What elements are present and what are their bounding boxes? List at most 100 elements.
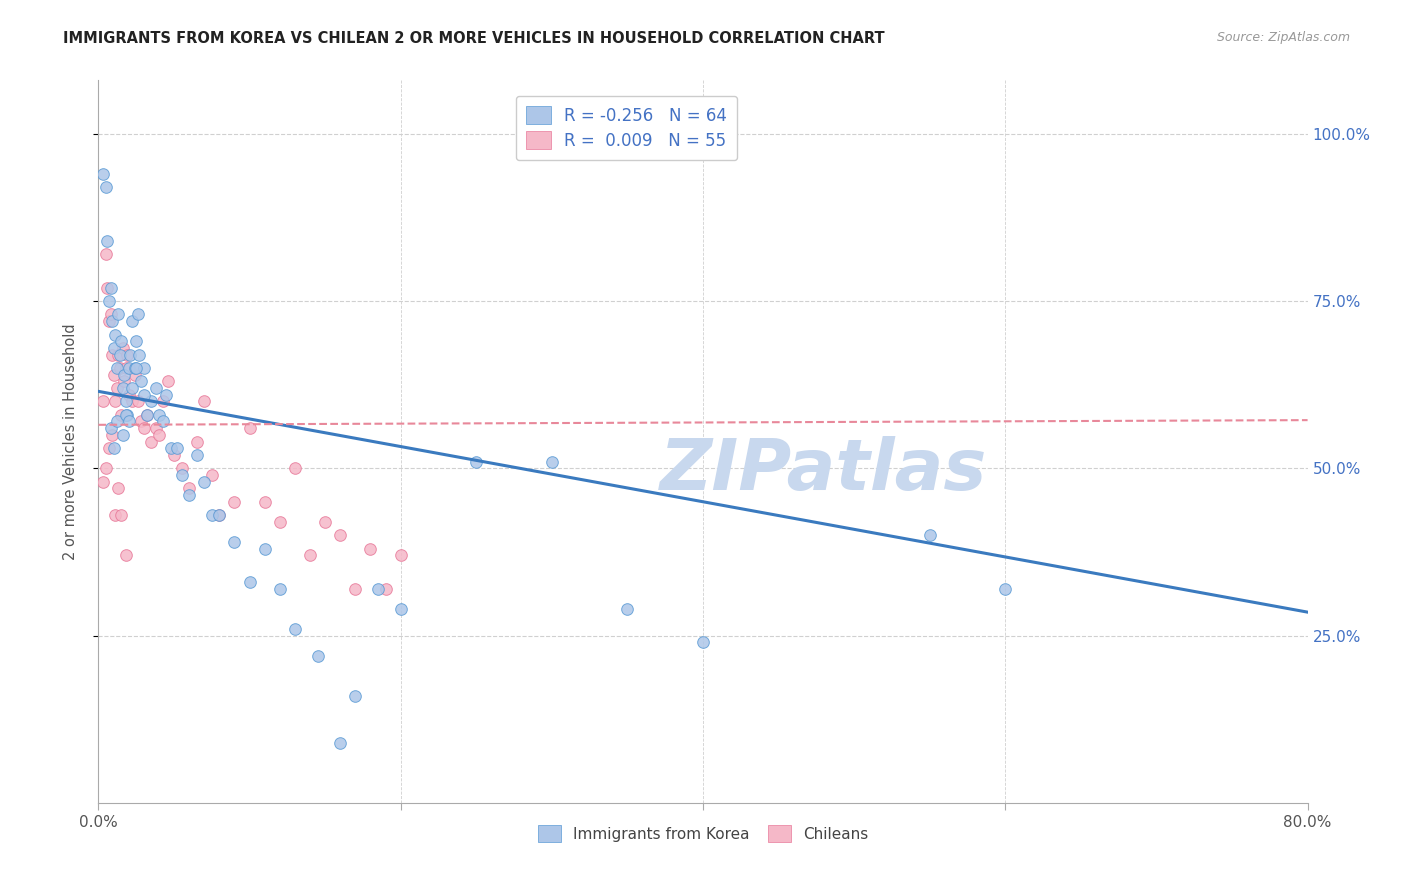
Point (110, 334, 132, 349)
Point (115, 408, 138, 422)
Point (145, 381, 167, 395)
Point (284, 461, 307, 475)
Point (128, 348, 150, 362)
Point (540, 455, 562, 469)
Point (111, 381, 134, 395)
Point (344, 582, 367, 596)
Point (163, 448, 186, 462)
Point (344, 689, 367, 703)
Point (108, 348, 131, 362)
Point (253, 494, 276, 508)
Point (114, 394, 136, 409)
Point (129, 414, 152, 429)
Point (110, 408, 132, 422)
Point (186, 448, 208, 462)
Point (112, 368, 135, 382)
Point (104, 327, 127, 342)
Point (307, 648, 329, 663)
Point (100, 281, 122, 295)
Point (616, 602, 638, 616)
Point (105, 381, 128, 395)
Point (125, 361, 148, 376)
Point (98, 442, 121, 455)
Point (389, 602, 412, 616)
Point (152, 394, 174, 409)
Point (692, 635, 714, 649)
Point (141, 434, 163, 449)
Point (193, 394, 215, 409)
Point (314, 515, 336, 529)
Point (98, 314, 121, 328)
Point (110, 508, 132, 523)
Point (127, 307, 149, 322)
Point (155, 387, 177, 401)
Point (100, 307, 122, 322)
Point (269, 582, 291, 596)
Point (360, 541, 382, 556)
Point (107, 348, 129, 362)
Point (121, 394, 143, 409)
Point (329, 528, 352, 542)
Point (94, 461, 117, 475)
Point (118, 361, 141, 376)
Point (105, 414, 128, 429)
Point (193, 475, 215, 489)
Point (465, 455, 488, 469)
Point (170, 461, 193, 475)
Y-axis label: 2 or more Vehicles in Household: 2 or more Vehicles in Household (63, 323, 77, 560)
Point (108, 361, 131, 376)
Point (96, 234, 118, 248)
Point (179, 482, 201, 496)
Point (918, 528, 941, 542)
Point (156, 375, 179, 389)
Point (104, 394, 127, 409)
Point (224, 534, 246, 549)
Point (132, 361, 155, 376)
Point (253, 541, 276, 556)
Point (115, 348, 138, 362)
Point (112, 375, 135, 389)
Point (129, 375, 152, 389)
Point (141, 394, 163, 409)
Point (118, 387, 141, 401)
Point (103, 442, 125, 455)
Point (201, 508, 224, 523)
Point (121, 314, 143, 328)
Point (104, 508, 127, 523)
Point (124, 361, 146, 376)
Point (103, 368, 125, 382)
Point (98, 294, 121, 309)
Point (152, 414, 174, 429)
Point (103, 341, 125, 355)
Point (179, 488, 201, 502)
Point (114, 548, 136, 563)
Point (105, 361, 128, 376)
Point (132, 387, 155, 401)
Point (145, 421, 167, 435)
Point (329, 735, 352, 749)
Point (299, 548, 322, 563)
Point (125, 334, 148, 349)
Point (239, 421, 262, 435)
Point (111, 427, 134, 442)
Point (94, 247, 117, 261)
Point (132, 421, 155, 435)
Point (91, 167, 114, 181)
Point (170, 467, 193, 482)
Point (389, 548, 412, 563)
Point (121, 381, 143, 395)
Point (374, 582, 396, 596)
Point (284, 622, 307, 636)
Text: ZIPatlas: ZIPatlas (661, 436, 987, 505)
Point (101, 314, 124, 328)
Point (135, 408, 157, 422)
Point (148, 427, 170, 442)
Point (269, 515, 291, 529)
Point (160, 442, 183, 455)
Point (186, 434, 208, 449)
Point (208, 508, 231, 523)
Point (120, 348, 142, 362)
Point (114, 408, 136, 422)
Point (239, 575, 262, 590)
Point (208, 508, 231, 523)
